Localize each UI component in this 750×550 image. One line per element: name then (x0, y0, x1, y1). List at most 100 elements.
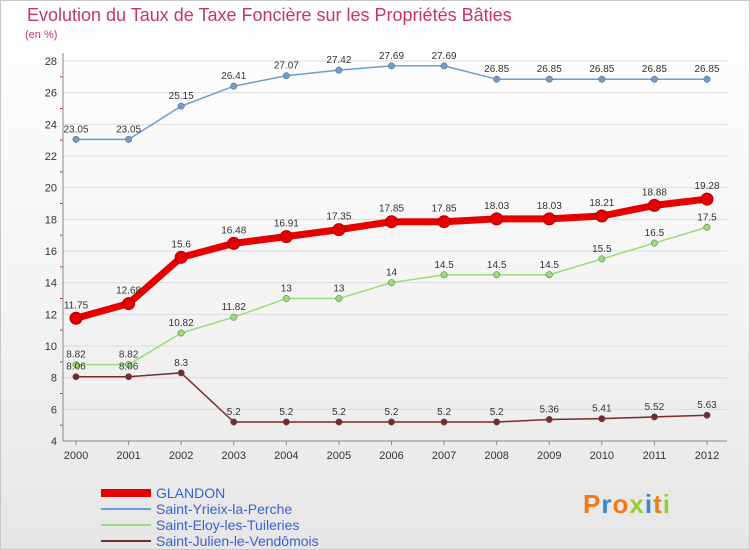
data-label-1: 27.69 (432, 51, 457, 62)
series-point-1 (335, 66, 343, 74)
y-tick-label: 14 (45, 278, 57, 290)
data-label-3: 8.06 (66, 362, 86, 373)
data-label-2: 14.5 (487, 260, 507, 271)
data-label-3: 5.36 (540, 404, 560, 415)
series-point-2 (177, 329, 185, 337)
data-label-1: 26.85 (484, 64, 509, 75)
x-tick-label: 2010 (590, 450, 614, 462)
legend-label: Saint-Julien-le-Vendômois (156, 533, 319, 549)
data-label-0: 19.28 (694, 181, 719, 192)
data-label-3: 5.2 (490, 407, 504, 418)
data-label-0: 17.85 (379, 204, 404, 215)
series-point-2 (703, 223, 711, 231)
legend-swatch (101, 524, 151, 526)
data-label-3: 5.63 (697, 400, 717, 411)
x-tick-label: 2006 (379, 450, 403, 462)
legend-label: Saint-Eloy-les-Tuileries (156, 517, 300, 533)
y-tick-label: 6 (51, 404, 57, 416)
data-label-0: 17.35 (326, 212, 351, 223)
data-label-0: 16.48 (221, 225, 246, 236)
x-tick-label: 2009 (537, 450, 561, 462)
data-label-2: 14.5 (540, 260, 560, 271)
x-tick-label: 2003 (222, 450, 246, 462)
data-label-2: 14.5 (434, 260, 454, 271)
series-point-0 (437, 215, 451, 229)
data-label-0: 18.88 (642, 187, 667, 198)
series-point-3 (230, 418, 238, 426)
series-point-1 (703, 75, 711, 83)
data-label-2: 13 (281, 284, 293, 295)
brand-letter: i (644, 489, 654, 519)
series-point-0 (647, 198, 661, 212)
series-point-3 (440, 418, 448, 426)
legend-label: GLANDON (156, 485, 226, 501)
series-point-1 (598, 75, 606, 83)
x-tick-label: 2002 (169, 450, 193, 462)
legend-swatch (101, 508, 151, 510)
data-label-1: 26.41 (221, 71, 246, 82)
x-tick-label: 2012 (695, 450, 719, 462)
x-tick-label: 2011 (643, 450, 667, 462)
y-tick-label: 28 (45, 56, 57, 68)
series-point-2 (125, 361, 133, 369)
data-label-0: 12.68 (116, 286, 141, 297)
series-point-0 (174, 250, 188, 264)
series-point-2 (650, 239, 658, 247)
data-label-2: 14 (386, 268, 398, 279)
series-point-3 (650, 413, 658, 421)
y-tick-label: 20 (45, 183, 57, 195)
x-tick-label: 2008 (484, 450, 508, 462)
data-label-1: 26.85 (694, 64, 719, 75)
x-tick-label: 2004 (274, 450, 298, 462)
data-label-0: 17.85 (432, 204, 457, 215)
data-label-2: 11.82 (222, 302, 247, 313)
data-label-2: 13 (333, 284, 345, 295)
data-label-1: 26.85 (537, 64, 562, 75)
series-point-1 (493, 75, 501, 83)
data-label-3: 5.2 (279, 407, 293, 418)
series-point-2 (545, 271, 553, 279)
data-label-3: 8.3 (174, 358, 188, 369)
series-point-0 (69, 311, 83, 325)
gridlines (63, 60, 727, 442)
series-point-3 (493, 418, 501, 426)
series-point-2 (282, 295, 290, 302)
x-tick-label: 2000 (64, 450, 88, 462)
brand-letter: t (653, 489, 663, 519)
series-point-0 (332, 223, 346, 237)
axes: 4 6 8 10 12 14 16 18 20 22 24 26 28 2000 2001 2002 2003 2… (45, 53, 727, 462)
data-label-0: 18.03 (537, 201, 562, 212)
series-point-1 (282, 72, 290, 80)
series-point-2 (598, 255, 606, 263)
data-label-3: 8.06 (119, 362, 139, 373)
data-label-1: 26.85 (642, 64, 667, 75)
series-point-0 (700, 192, 714, 206)
data-label-3: 5.41 (592, 404, 612, 415)
data-label-3: 5.2 (332, 407, 346, 418)
brand-letter: P (583, 489, 602, 519)
series-point-0 (122, 297, 136, 311)
series-point-0 (595, 209, 609, 223)
x-tick-label: 2005 (327, 450, 351, 462)
y-tick-label: 18 (45, 214, 57, 226)
series-point-2 (440, 271, 448, 279)
data-label-0: 18.21 (589, 198, 614, 209)
series-point-1 (440, 62, 448, 70)
series-layer (69, 62, 714, 426)
series-point-3 (598, 415, 606, 423)
chart-title: Evolution du Taux de Taxe Foncière sur l… (27, 5, 512, 25)
x-tick-label: 2007 (432, 450, 456, 462)
series-line-1 (75, 65, 708, 141)
series-point-3 (388, 418, 395, 426)
data-label-1: 23.05 (116, 124, 141, 135)
data-label-3: 5.52 (645, 402, 665, 413)
data-label-2: 17.5 (697, 212, 717, 223)
series-point-3 (177, 369, 185, 377)
series-point-0 (490, 212, 504, 226)
data-label-1: 26.85 (589, 64, 614, 75)
y-tick-label: 12 (45, 309, 57, 321)
brand-logo: Proxiti (583, 489, 671, 520)
series-point-1 (388, 62, 395, 70)
